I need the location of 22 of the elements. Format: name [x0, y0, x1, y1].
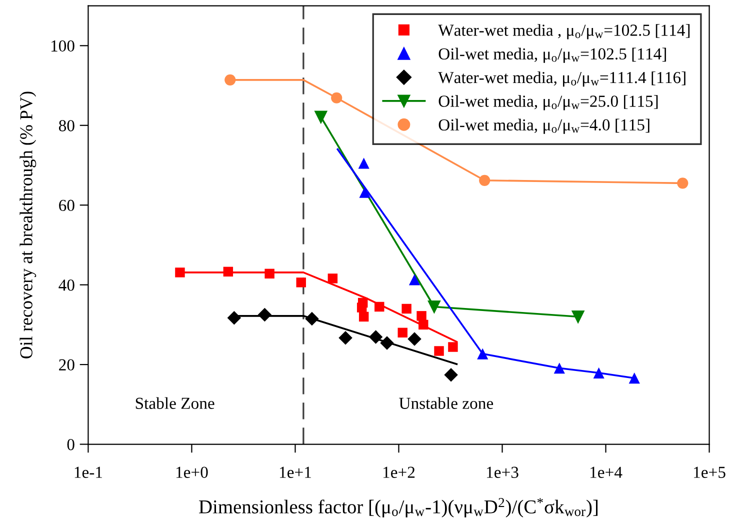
- x-tick-label: 1e+0: [176, 466, 208, 478]
- annotation: Unstable zone: [399, 397, 494, 409]
- y-tick-label: 100: [51, 40, 74, 52]
- y-tick-label: 0: [67, 438, 74, 450]
- legend-label: Water-wet media, μ$_{o}$/μ$_{w}$=111.4 [116]: [438, 71, 686, 87]
- y-tick-label: 80: [58, 120, 74, 132]
- legend-label: Oil-wet media, μ$_{o}$/μ$_{w}$=25.0 [115]: [438, 95, 658, 110]
- x-tick-label: 1e-1: [74, 466, 102, 478]
- y-tick-label: 20: [59, 359, 74, 370]
- x-tick-label: 1e+4: [590, 466, 622, 478]
- annotation: Stable Zone: [136, 397, 214, 409]
- x-tick-label: 1e+3: [486, 466, 518, 478]
- text: Dimensionless factor [(μ$_{o}$/μ$_{w}$-1)(νμ$_{w}$D$^{2}$)/(C$^{*}$σk$_{wor}$)]: [199, 498, 598, 518]
- y-axis-title: Oil recovery at breakthrough (% PV): [20, 92, 36, 358]
- legend-label: Water-wet media , μ$_{o}$/μ$_{w}$=102.5 [114]: [438, 24, 690, 40]
- y-tick-label: 40: [58, 280, 74, 291]
- legend-label: Oil-wet media, μ$_{o}$/μ$_{w}$=4.0 [115]: [438, 118, 650, 134]
- x-tick-label: 1e+1: [280, 466, 311, 478]
- legend-label: Oil-wet media, μ$_{o}$/μ$_{w}$=102.5 [114]: [438, 48, 666, 63]
- x-tick-label: 1e+2: [383, 466, 415, 478]
- y-tick-label: 60: [59, 200, 74, 212]
- x-tick-label: 1e+5: [694, 466, 726, 478]
